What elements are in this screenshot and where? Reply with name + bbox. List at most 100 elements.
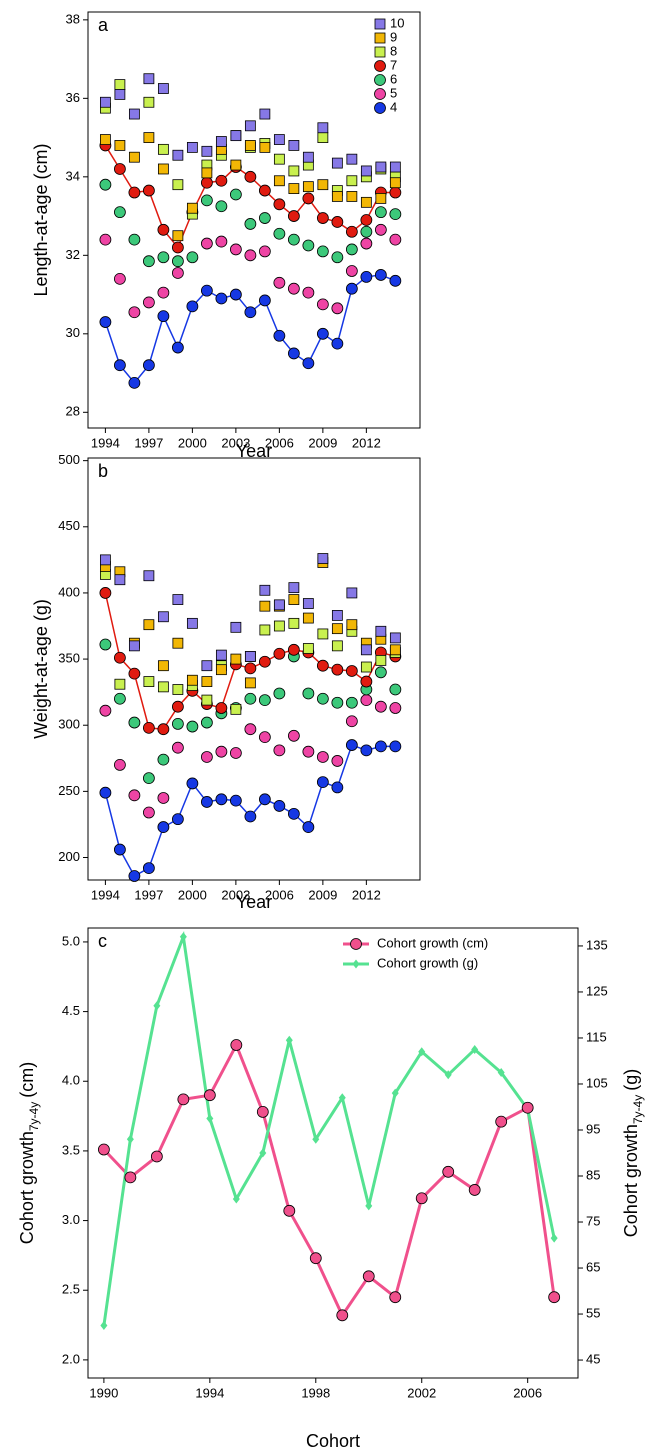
marker	[312, 1134, 320, 1144]
marker	[345, 696, 358, 709]
marker	[338, 1093, 346, 1103]
marker	[346, 191, 358, 202]
x-tick-label: 2003	[221, 435, 250, 450]
marker	[287, 729, 300, 742]
marker	[288, 183, 300, 195]
marker	[172, 594, 184, 605]
marker	[331, 640, 343, 652]
marker	[200, 716, 213, 729]
marker	[99, 554, 111, 566]
marker	[360, 661, 372, 673]
marker	[360, 196, 372, 208]
marker	[331, 302, 344, 315]
marker	[345, 225, 358, 238]
marker	[201, 167, 213, 179]
marker	[230, 703, 242, 715]
marker	[471, 1044, 479, 1054]
marker	[389, 1291, 402, 1304]
marker	[200, 284, 213, 297]
marker	[171, 813, 184, 826]
x-tick-label: 2000	[178, 887, 207, 902]
marker	[172, 179, 184, 191]
marker	[288, 617, 300, 629]
marker	[259, 584, 271, 596]
marker	[114, 574, 126, 586]
marker	[316, 327, 329, 340]
marker	[389, 177, 401, 189]
marker	[259, 624, 271, 636]
x-tick-label: 1994	[195, 1385, 224, 1400]
marker	[374, 740, 387, 753]
marker	[230, 130, 242, 142]
marker	[273, 647, 286, 660]
marker	[273, 276, 286, 289]
marker	[360, 165, 372, 177]
marker	[157, 821, 170, 833]
marker	[316, 659, 329, 672]
series-line	[102, 930, 556, 1326]
marker	[389, 644, 401, 656]
marker	[113, 163, 126, 175]
marker	[171, 255, 184, 268]
marker	[143, 73, 155, 85]
plot-frame	[87, 11, 421, 429]
marker	[374, 269, 387, 281]
marker	[309, 1252, 322, 1265]
legend-label: 10	[390, 15, 404, 30]
marker	[244, 170, 257, 183]
x-tick-label: 2003	[221, 887, 250, 902]
marker	[345, 739, 358, 751]
x-axis-label: Year	[236, 441, 272, 461]
marker	[229, 243, 242, 256]
x-tick-label: 2009	[308, 435, 337, 450]
legend-label: Cohort growth (g)	[377, 955, 478, 970]
panel-label: c	[98, 931, 107, 951]
marker	[497, 1067, 505, 1077]
y2-tick-label: 75	[586, 1213, 600, 1228]
marker	[244, 692, 257, 705]
marker	[143, 676, 155, 687]
marker	[230, 1039, 243, 1051]
y-tick-label: 32	[66, 247, 80, 262]
legend-label: 8	[390, 43, 397, 58]
marker	[302, 687, 315, 700]
marker	[128, 716, 141, 729]
marker	[331, 337, 344, 350]
marker	[186, 617, 198, 629]
marker	[360, 225, 373, 238]
marker	[302, 643, 314, 654]
y-tick-label: 2.5	[62, 1282, 80, 1297]
marker	[375, 655, 387, 666]
marker	[232, 1194, 240, 1204]
marker	[302, 286, 315, 299]
y-tick-label: 350	[58, 651, 80, 666]
marker	[113, 206, 126, 219]
marker	[389, 274, 402, 287]
marker	[97, 1143, 110, 1156]
marker	[171, 341, 184, 354]
x-tick-label: 1997	[134, 887, 163, 902]
marker	[316, 776, 329, 789]
marker	[171, 717, 184, 730]
marker	[244, 140, 256, 151]
marker	[114, 678, 126, 690]
axis-label: Cohort growth7y-4y (cm)	[17, 1062, 41, 1244]
legend-label: 7	[390, 57, 397, 72]
marker	[374, 46, 386, 58]
marker	[229, 288, 242, 301]
marker	[113, 359, 126, 372]
marker	[153, 1001, 161, 1011]
marker	[273, 744, 286, 757]
marker	[273, 620, 285, 632]
marker	[331, 623, 343, 635]
marker	[389, 161, 401, 173]
marker	[360, 271, 373, 283]
marker	[128, 789, 141, 802]
marker	[258, 731, 271, 744]
marker	[302, 612, 314, 624]
marker	[374, 74, 386, 86]
marker	[360, 214, 373, 226]
marker	[229, 747, 242, 759]
x-tick-label: 2012	[352, 435, 381, 450]
